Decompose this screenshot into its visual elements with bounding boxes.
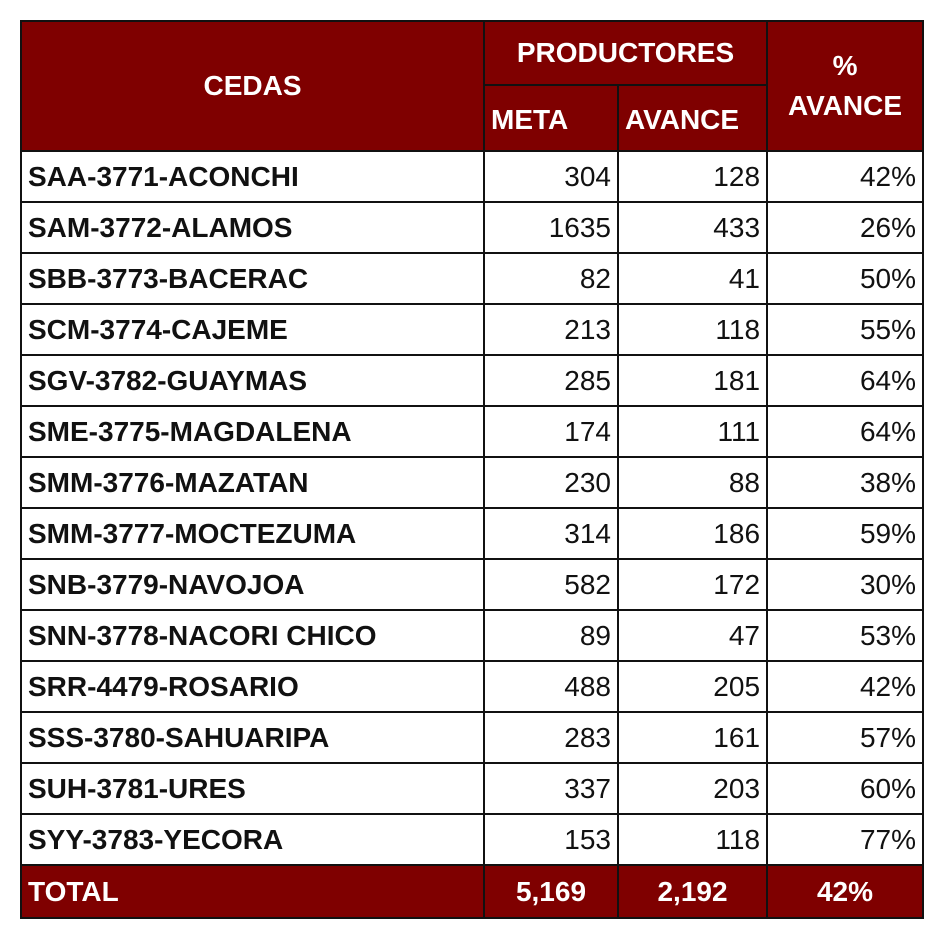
table-row: SGV-3782-GUAYMAS 285 181 64% <box>20 354 925 407</box>
pct-avance-cell: 38% <box>766 456 925 509</box>
header-meta: META <box>483 84 619 152</box>
meta-cell: 283 <box>483 711 619 764</box>
header-row-main: CEDAS PRODUCTORES % AVANCE <box>20 20 925 152</box>
avance-cell: 181 <box>616 354 769 407</box>
cedas-cell: SCM-3774-CAJEME <box>20 303 485 356</box>
table-row: SBB-3773-BACERAC 82 41 50% <box>20 252 925 305</box>
cedas-cell: SMM-3777-MOCTEZUMA <box>20 507 485 560</box>
cedas-cell: SME-3775-MAGDALENA <box>20 405 485 458</box>
avance-cell: 111 <box>616 405 769 458</box>
cedas-cell: SNN-3778-NACORI CHICO <box>20 609 485 662</box>
meta-cell: 1635 <box>483 201 619 254</box>
meta-cell: 230 <box>483 456 619 509</box>
pct-avance-cell: 77% <box>766 813 925 866</box>
avance-cell: 172 <box>616 558 769 611</box>
avance-cell: 186 <box>616 507 769 560</box>
avance-cell: 118 <box>616 303 769 356</box>
table-row: SRR-4479-ROSARIO 488 205 42% <box>20 660 925 713</box>
table-row: SNB-3779-NAVOJOA 582 172 30% <box>20 558 925 611</box>
meta-cell: 153 <box>483 813 619 866</box>
avance-cell: 47 <box>616 609 769 662</box>
pct-avance-cell: 50% <box>766 252 925 305</box>
table-row: SME-3775-MAGDALENA 174 111 64% <box>20 405 925 458</box>
table-row: SAM-3772-ALAMOS 1635 433 26% <box>20 201 925 254</box>
meta-cell: 213 <box>483 303 619 356</box>
pct-avance-cell: 42% <box>766 150 925 203</box>
total-avance: 2,192 <box>616 864 769 919</box>
meta-cell: 174 <box>483 405 619 458</box>
pct-avance-cell: 42% <box>766 660 925 713</box>
table-row: SMM-3776-MAZATAN 230 88 38% <box>20 456 925 509</box>
meta-cell: 82 <box>483 252 619 305</box>
cedas-cell: SAA-3771-ACONCHI <box>20 150 485 203</box>
table-row: SMM-3777-MOCTEZUMA 314 186 59% <box>20 507 925 560</box>
table-row: SUH-3781-URES 337 203 60% <box>20 762 925 815</box>
avance-cell: 161 <box>616 711 769 764</box>
meta-cell: 488 <box>483 660 619 713</box>
table-row: SNN-3778-NACORI CHICO 89 47 53% <box>20 609 925 662</box>
cedas-cell: SGV-3782-GUAYMAS <box>20 354 485 407</box>
cedas-cell: SRR-4479-ROSARIO <box>20 660 485 713</box>
avance-cell: 118 <box>616 813 769 866</box>
avance-cell: 41 <box>616 252 769 305</box>
header-productores: PRODUCTORES <box>482 20 769 86</box>
table-row: SAA-3771-ACONCHI 304 128 42% <box>20 150 925 203</box>
total-row: TOTAL 5,169 2,192 42% <box>20 864 925 919</box>
pct-avance-cell: 57% <box>766 711 925 764</box>
table-row: SSS-3780-SAHUARIPA 283 161 57% <box>20 711 925 764</box>
header-row-sub: META AVANCE <box>21 84 923 152</box>
total-pct: 42% <box>766 864 925 919</box>
total-label: TOTAL <box>20 864 485 919</box>
pct-avance-cell: 26% <box>766 201 925 254</box>
table-row: SYY-3783-YECORA 153 118 77% <box>20 813 925 866</box>
meta-cell: 337 <box>483 762 619 815</box>
cedas-cell: SBB-3773-BACERAC <box>20 252 485 305</box>
avance-cell: 205 <box>616 660 769 713</box>
total-meta: 5,169 <box>483 864 619 919</box>
cedas-cell: SMM-3776-MAZATAN <box>20 456 485 509</box>
meta-cell: 314 <box>483 507 619 560</box>
avance-cell: 433 <box>616 201 769 254</box>
header-cedas: CEDAS <box>20 20 485 152</box>
avance-cell: 128 <box>616 150 769 203</box>
cedas-cell: SUH-3781-URES <box>20 762 485 815</box>
meta-cell: 582 <box>483 558 619 611</box>
avance-cell: 203 <box>616 762 769 815</box>
cedas-cell: SAM-3772-ALAMOS <box>20 201 485 254</box>
pct-avance-cell: 59% <box>766 507 925 560</box>
pct-avance-cell: 60% <box>766 762 925 815</box>
meta-cell: 304 <box>483 150 619 203</box>
pct-avance-cell: 30% <box>766 558 925 611</box>
avance-cell: 88 <box>616 456 769 509</box>
cedas-cell: SNB-3779-NAVOJOA <box>20 558 485 611</box>
meta-cell: 285 <box>483 354 619 407</box>
pct-avance-cell: 55% <box>766 303 925 356</box>
table-body: SAA-3771-ACONCHI 304 128 42% SAM-3772-ALAMOS… <box>20 150 925 866</box>
meta-cell: 89 <box>483 609 619 662</box>
pct-avance-cell: 53% <box>766 609 925 662</box>
header-pct-symbol: % <box>832 50 858 81</box>
table-row: SCM-3774-CAJEME 213 118 55% <box>20 303 925 356</box>
productores-table: CEDAS PRODUCTORES % AVANCE META AVANCE S… <box>20 20 925 919</box>
header-pct-label: AVANCE <box>787 90 903 121</box>
header-pct-avance: % AVANCE <box>766 20 925 152</box>
cedas-cell: SSS-3780-SAHUARIPA <box>20 711 485 764</box>
pct-avance-cell: 64% <box>766 405 925 458</box>
header-avance: AVANCE <box>616 84 769 152</box>
cedas-cell: SYY-3783-YECORA <box>20 813 485 866</box>
pct-avance-cell: 64% <box>766 354 925 407</box>
